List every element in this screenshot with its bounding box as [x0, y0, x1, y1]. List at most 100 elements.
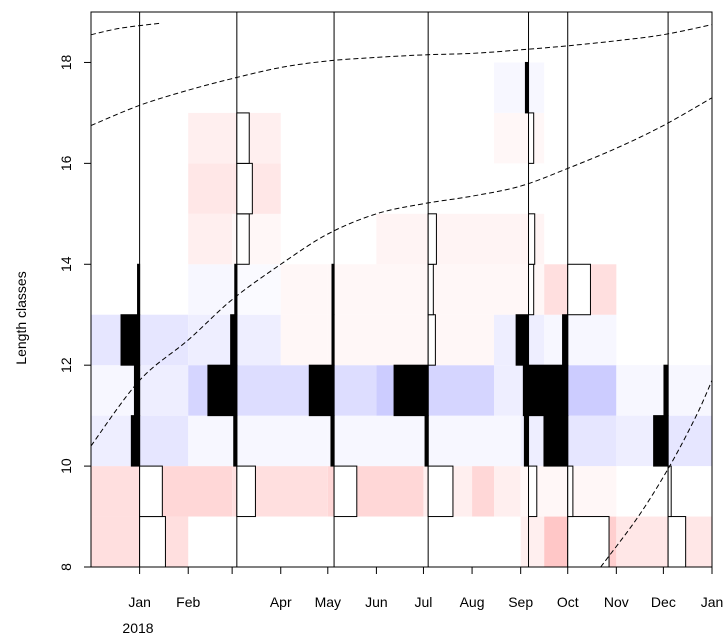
histogram-bar-negative	[308, 364, 335, 417]
histogram-bar-positive	[236, 465, 256, 518]
histogram-bar-negative	[120, 314, 141, 366]
axes: 8 10 12 14 16 18 Jan Feb Apr May Jun Jul Aug Sep Oct No…	[58, 54, 723, 610]
histogram-bar-positive	[333, 465, 358, 518]
x-tick-label: Apr	[270, 594, 292, 610]
x-tick-label: Oct	[557, 594, 579, 610]
heatmap-cell	[494, 365, 521, 416]
heatmap-cell	[232, 314, 281, 366]
heatmap-cell	[616, 365, 664, 416]
growth-curve	[91, 22, 162, 36]
y-tick-label: 16	[58, 155, 74, 171]
heatmap-cell	[280, 264, 328, 315]
histogram-bar-negative	[424, 415, 429, 467]
year-label: 2018	[122, 620, 153, 636]
histogram-bar-negative	[233, 415, 238, 467]
x-tick-label: Feb	[176, 594, 200, 610]
x-tick-label: Sep	[508, 594, 533, 610]
x-tick-label: Aug	[460, 594, 485, 610]
heatmap-cell	[232, 264, 281, 315]
heatmap-cell	[494, 62, 521, 113]
heatmap-cell	[472, 466, 495, 517]
heatmap-cells	[91, 62, 712, 567]
histogram-bar-positive	[567, 465, 574, 518]
histogram-bar-negative	[330, 415, 335, 467]
histogram-bar-positive	[236, 213, 250, 265]
histogram-bar-negative	[234, 263, 238, 316]
histogram-bar-negative	[515, 314, 530, 366]
histogram-bar-positive	[139, 516, 166, 568]
heatmap-cell	[567, 466, 617, 517]
heatmap-cell	[327, 365, 377, 416]
histogram-bar-positive	[236, 112, 250, 164]
histogram-bar-positive	[528, 213, 536, 265]
histogram-bar-positive	[236, 162, 253, 215]
heatmap-cell	[663, 365, 712, 416]
x-tick-label: Jan	[128, 594, 151, 610]
heatmap-cell	[327, 314, 424, 366]
sample-histograms	[120, 12, 687, 568]
heatmap-cell	[663, 415, 712, 467]
histogram-bar-negative	[133, 364, 141, 417]
heatmap-cell	[520, 516, 545, 567]
histogram-bar-positive	[567, 263, 591, 316]
histogram-bar-negative	[137, 263, 141, 316]
heatmap-cell	[567, 314, 617, 366]
heatmap-cell	[188, 112, 233, 164]
y-tick-label: 10	[58, 458, 74, 474]
histogram-bar-negative	[522, 364, 530, 417]
histogram-bar-negative	[207, 364, 238, 417]
histogram-bar-positive	[528, 112, 535, 164]
histogram-bar-positive	[139, 465, 163, 518]
y-tick-label: 14	[58, 256, 74, 272]
histogram-bar-positive	[427, 263, 434, 316]
heatmap-cell	[188, 264, 233, 315]
heatmap-cell	[188, 163, 233, 214]
histogram-bar-positive	[528, 263, 535, 316]
heatmap-cell	[423, 415, 521, 467]
histogram-bar-positive	[427, 213, 437, 265]
heatmap-cell	[494, 466, 521, 517]
heatmap-cell	[188, 213, 233, 265]
histogram-bar-positive	[427, 314, 436, 366]
y-tick-label: 18	[58, 54, 74, 70]
growth-curve	[600, 380, 712, 567]
x-tick-label: Jun	[365, 594, 388, 610]
histogram-bar-negative	[130, 415, 141, 467]
x-tick-label: Dec	[651, 594, 676, 610]
growth-curve	[91, 97, 712, 447]
heatmap-cell	[280, 314, 328, 366]
heatmap-cell	[327, 264, 424, 315]
heatmap-cell	[544, 264, 568, 315]
growth-curve	[91, 24, 712, 126]
histogram-bar-positive	[667, 516, 687, 568]
y-tick-label: 8	[58, 563, 74, 571]
histogram-bar-negative	[230, 314, 238, 366]
histogram-bar-negative	[562, 314, 569, 366]
heatmap-cell	[520, 62, 545, 113]
heatmap-cell	[520, 466, 568, 517]
heatmap-cell	[567, 415, 617, 467]
heatmap-cell	[423, 365, 495, 416]
histogram-bar-negative	[653, 415, 669, 467]
histogram-bar-negative	[331, 263, 335, 316]
heatmap-cell	[91, 466, 140, 517]
heatmap-cell	[91, 365, 140, 416]
histogram-bar-positive	[528, 465, 538, 518]
heatmap-cell	[616, 516, 664, 567]
growth-curves	[91, 22, 712, 567]
heatmap-cell	[567, 365, 617, 416]
heatmap-cell	[188, 415, 233, 467]
heatmap-cell	[188, 314, 233, 366]
x-tick-label: Jul	[415, 594, 433, 610]
heatmap-cell	[232, 415, 328, 467]
histogram-bar-positive	[667, 465, 672, 518]
heatmap-cell	[327, 415, 424, 467]
histogram-bar-negative	[524, 61, 530, 114]
heatmap-cell	[544, 516, 568, 567]
heatmap-cell	[423, 264, 521, 315]
heatmap-cell	[139, 314, 189, 366]
heatmap-cell	[376, 213, 424, 265]
histogram-bar-negative	[523, 415, 530, 467]
heatmap-cell	[544, 314, 568, 366]
